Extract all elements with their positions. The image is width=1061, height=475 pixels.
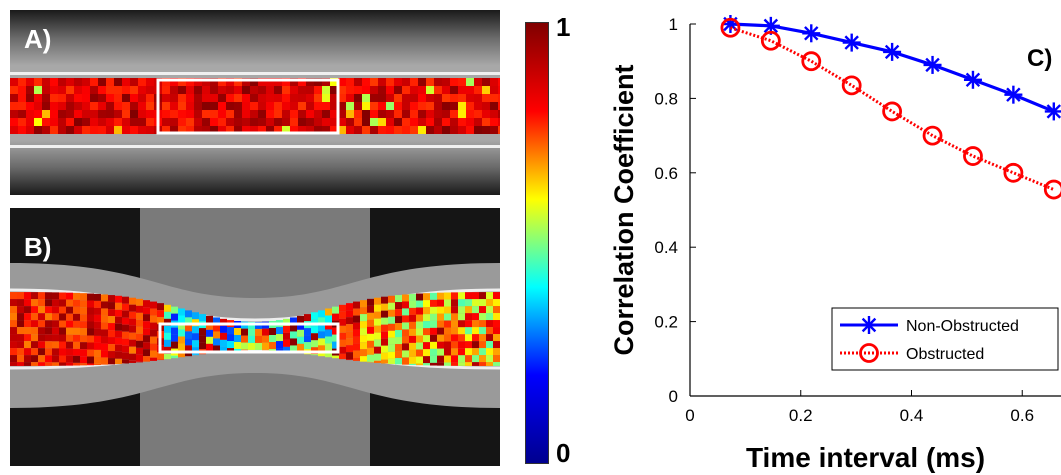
data-point [760,30,781,51]
data-point [842,33,861,52]
x-tick-label: 0 [685,406,694,425]
legend-label: Obstructed [906,346,984,363]
x-tick-label: 0.4 [900,406,924,425]
data-point [720,17,741,38]
data-point [1003,162,1024,183]
x-tick-label: 0.2 [789,406,813,425]
y-tick-label: 0.6 [654,164,678,183]
data-point [882,101,903,122]
colorbar [525,22,549,464]
panel-b-image: B) [9,208,501,466]
series-line-obstructed [729,26,1055,191]
data-point [922,125,943,146]
y-tick-label: 1 [669,15,678,34]
y-tick-label: 0.2 [654,313,678,332]
y-axis-label: Correlation Coefficient [609,64,639,355]
y-tick-label: 0 [669,387,678,406]
colorbar-max-label: 1 [556,12,571,42]
x-axis-label: Time interval (ms) [746,442,985,473]
legend-marker [860,316,878,334]
y-tick-label: 0.8 [654,89,678,108]
panel-b-ultrasound [9,208,501,466]
panel-b-roi-box [158,322,340,354]
y-tick-label: 0.4 [654,238,678,257]
data-point [802,24,821,43]
panel-b-label: B) [24,232,52,262]
colorbar-gradient [525,22,549,464]
panel-a-ultrasound [10,10,506,195]
colorbar-min-label: 0 [556,438,571,468]
data-point [1043,179,1061,200]
panel-c-label: C) [1027,45,1052,72]
panel-a-label: A) [24,24,52,54]
panel-a-heatmap [10,78,506,134]
data-point [801,51,822,72]
data-point [963,70,982,89]
data-point [841,75,862,96]
data-point [1004,85,1023,104]
panel-a-image: A) [10,10,506,195]
correlation-chart: 0 0.2 0.4 0.6 0.8 1 0 0.2 0.4 0.6 Time interval (m… [609,15,1061,473]
panel-a-roi-box [156,78,340,135]
data-point [923,55,942,74]
data-point [883,42,902,61]
legend-label: Non-Obstructed [906,318,1019,335]
x-tick-label: 0.6 [1010,406,1034,425]
legend-marker [859,343,879,363]
data-point [963,146,983,166]
data-point [1044,102,1061,121]
